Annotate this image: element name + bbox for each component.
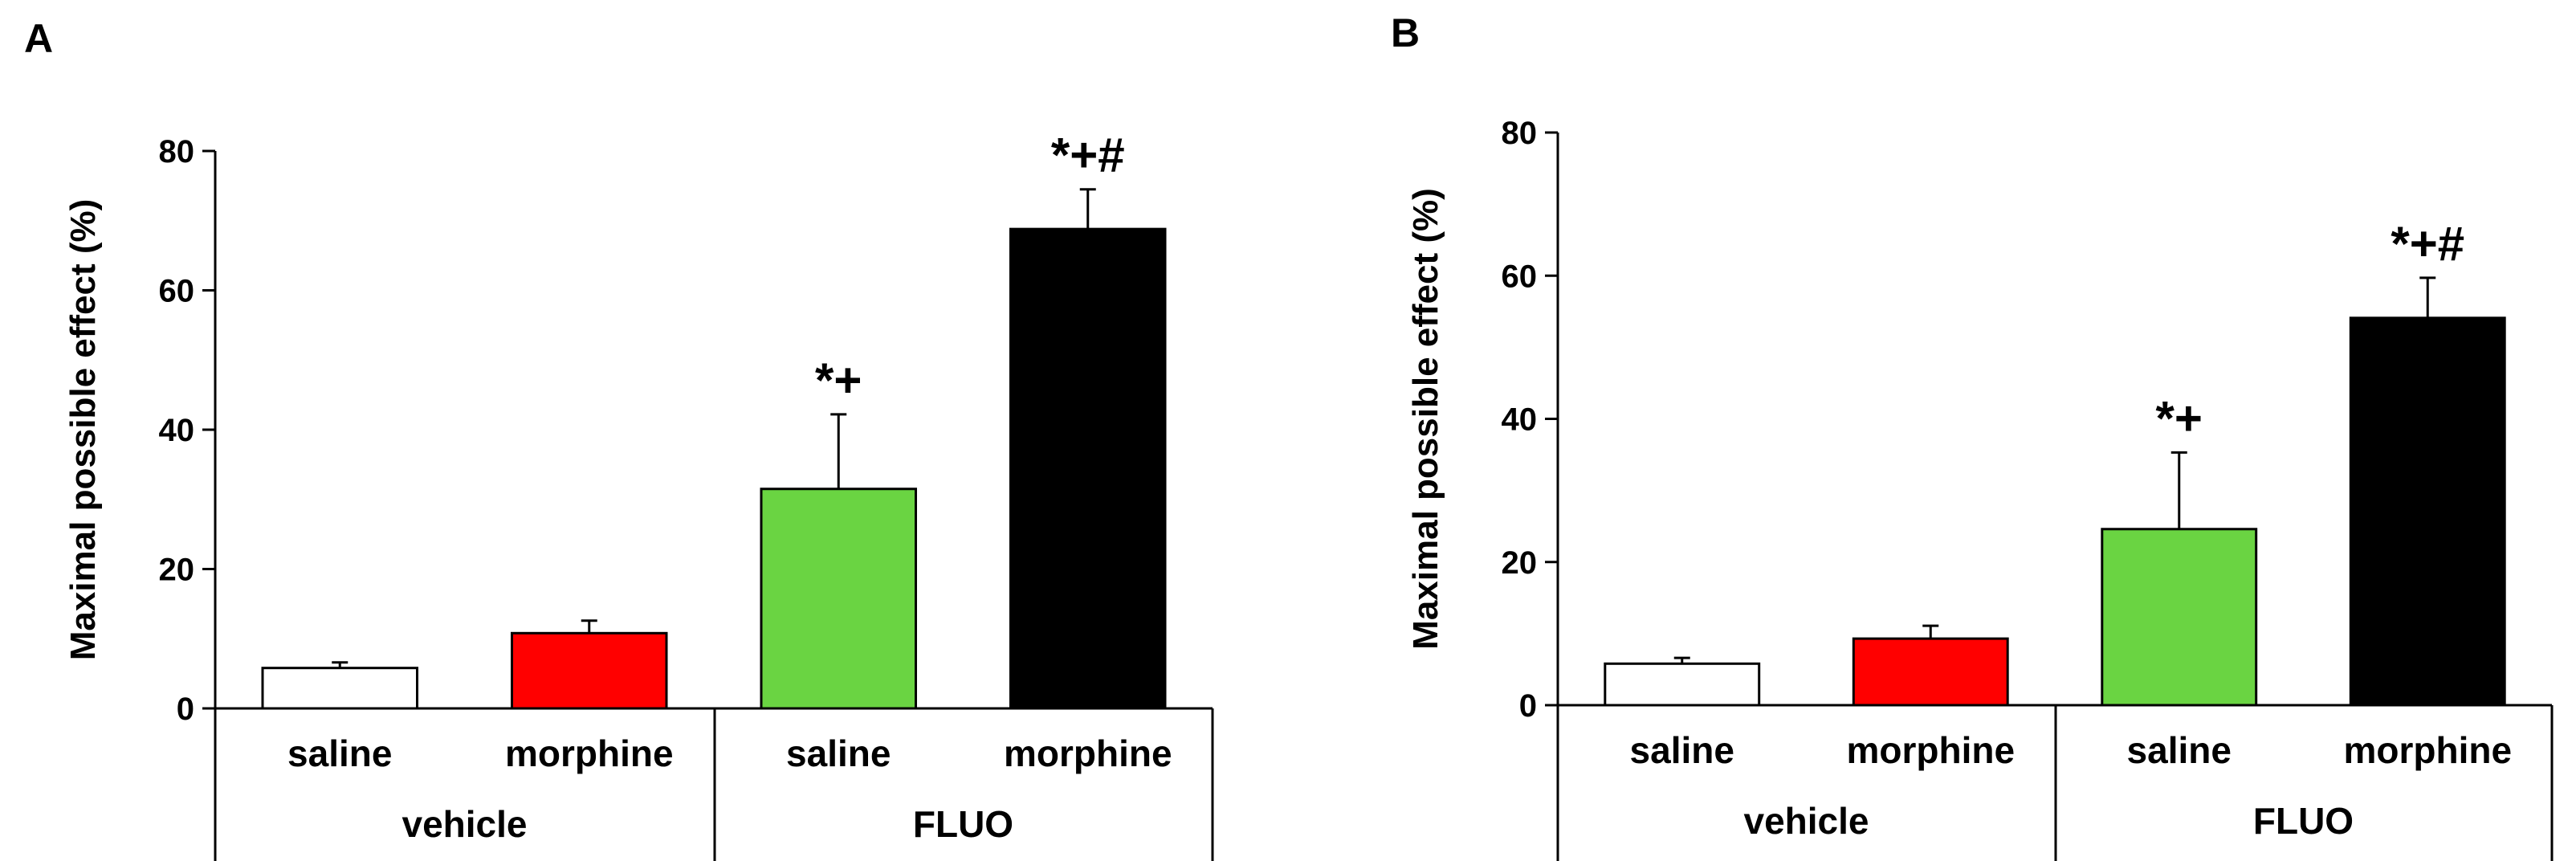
y-tick-label: 40 [1502,402,1538,438]
panel-letter: A [24,16,53,61]
bar [2101,528,2258,707]
y-tick-label: 80 [159,134,195,169]
significance-annotation: *+ [815,353,862,407]
bar [261,667,419,710]
bar [760,488,918,710]
panel-b: B Maximal possible effect (%) 0 20 40 60 80 sal… [1391,10,2554,861]
y-axis-label: Maximal possible effect (%) [1406,188,1445,650]
bar [1852,637,2009,707]
x-category-label: morphine [1846,729,2015,771]
group-label: FLUO [913,803,1013,845]
x-category-label: saline [287,732,392,774]
x-category-label: morphine [1004,732,1172,774]
group-label: FLUO [2253,800,2354,842]
significance-annotation: *+ [2156,391,2203,445]
y-tick-label: 40 [159,413,195,448]
bar [2349,316,2506,707]
significance-annotation: *+# [1051,129,1125,182]
bar [510,631,668,710]
y-tick-label: 20 [159,553,195,588]
bar [1009,227,1167,710]
group-label: vehicle [1744,800,1869,842]
x-category-label: saline [786,732,891,774]
significance-annotation: *+# [2391,217,2464,271]
x-category-label: saline [2127,729,2232,771]
y-tick-label: 60 [159,274,195,309]
y-tick-label: 80 [1502,116,1538,151]
group-label: vehicle [402,803,528,845]
y-tick-label: 60 [1502,259,1538,294]
panel-letter: B [1391,10,1420,55]
y-tick-label: 0 [177,692,194,727]
bar [1604,662,1761,707]
x-category-label: morphine [505,732,674,774]
y-tick-label: 20 [1502,545,1538,581]
y-tick-label: 0 [1519,688,1537,724]
x-category-label: saline [1630,729,1734,771]
panel-a: A Maximal possible effect (%) 0 20 40 60 80 sal… [24,16,1214,861]
x-category-label: morphine [2343,729,2512,771]
y-axis-label: Maximal possible effect (%) [63,199,103,661]
